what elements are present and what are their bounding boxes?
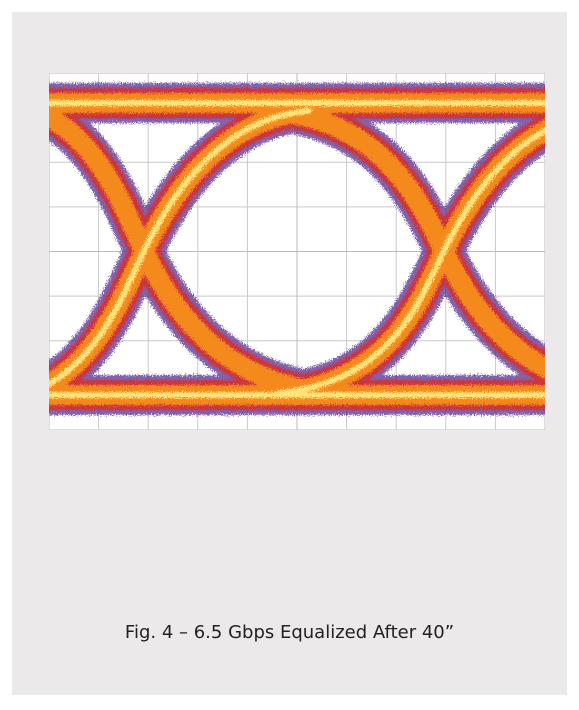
figure-panel: Fig. 4 – 6.5 Gbps Equalized After 40” bbox=[12, 12, 567, 695]
page: Fig. 4 – 6.5 Gbps Equalized After 40” ((… bbox=[0, 0, 579, 710]
figure-caption: Fig. 4 – 6.5 Gbps Equalized After 40” bbox=[12, 622, 567, 643]
eye-diagram bbox=[49, 73, 545, 430]
